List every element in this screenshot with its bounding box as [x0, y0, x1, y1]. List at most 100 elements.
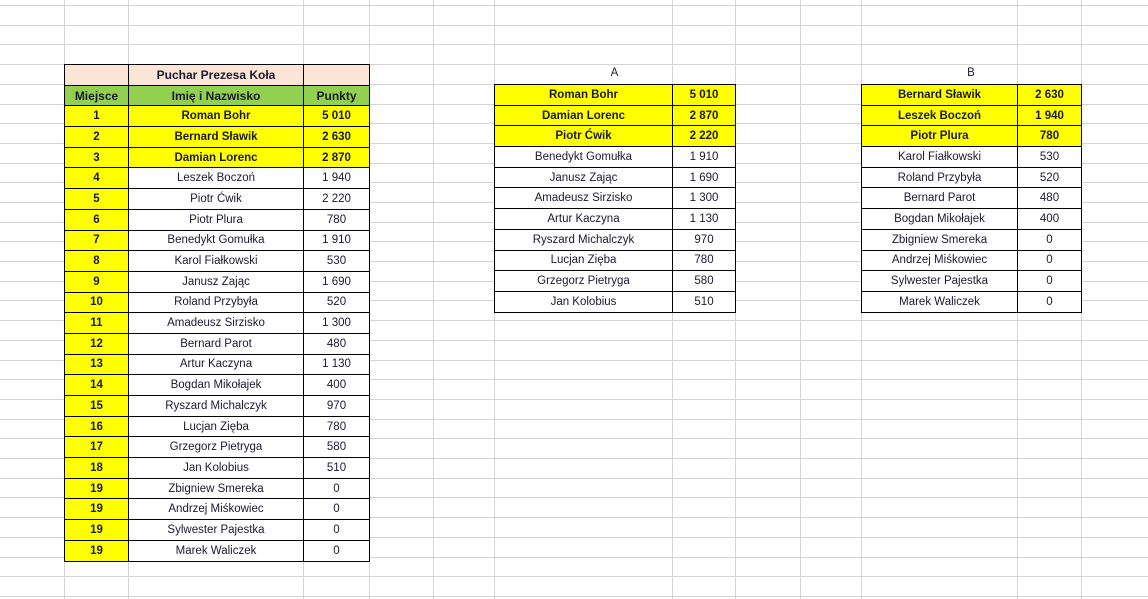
- cell-points: 0: [1017, 228, 1082, 251]
- table-row: Benedykt Gomułka 1 910: [494, 146, 736, 168]
- cell-name: Grzegorz Pietryga: [494, 270, 673, 292]
- cell-name: Bogdan Mikołajek: [861, 208, 1018, 230]
- table-row: 1 Roman Bohr 5 010: [64, 105, 370, 128]
- cell-points: 0: [1017, 270, 1082, 292]
- cell-name: Roman Bohr: [128, 105, 304, 128]
- cell-name: Damian Lorenc: [494, 104, 673, 127]
- table-row: 13 Artur Kaczyna 1 130: [64, 353, 370, 376]
- cell-place: 8: [64, 250, 129, 272]
- cell-name: Sylwester Pajestka: [861, 270, 1018, 292]
- cell-place: 5: [64, 188, 129, 210]
- cell-name: Bernard Sławik: [861, 84, 1018, 106]
- cell-points: 480: [1017, 187, 1082, 210]
- cell-points: 1 690: [303, 270, 370, 293]
- cell-points: 0: [303, 519, 370, 541]
- cell-points: 530: [1017, 146, 1082, 168]
- cell-name: Benedykt Gomułka: [494, 146, 673, 168]
- group-b-table: Bernard Sławik 2 630 Leszek Boczoń 1 940 Pio…: [861, 84, 1082, 313]
- column-header-name: Imię i Nazwisko: [128, 84, 304, 107]
- cell-points: 1 940: [1017, 104, 1082, 127]
- cell-place: 11: [64, 312, 129, 334]
- cell-points: 2 220: [672, 125, 736, 148]
- table-row: 8 Karol Fiałkowski 530: [64, 250, 370, 272]
- table-row: 14 Bogdan Mikołajek 400: [64, 374, 370, 396]
- cell-name: Jan Kolobius: [128, 457, 304, 479]
- cell-points: 1 940: [303, 167, 370, 190]
- cell-place: 16: [64, 415, 129, 438]
- cell-points: 0: [303, 477, 370, 500]
- table-row: Bernard Parot 480: [861, 187, 1082, 210]
- cell-name: Leszek Boczoń: [861, 104, 1018, 127]
- table-row: Jan Kolobius 510: [494, 290, 736, 313]
- table-row: 12 Bernard Parot 480: [64, 332, 370, 355]
- cell-place: 10: [64, 291, 129, 314]
- cell-place: 3: [64, 146, 129, 169]
- cell-points: 1 910: [672, 146, 736, 168]
- cell-points: 580: [672, 270, 736, 292]
- cell-name: Janusz Zając: [494, 166, 673, 189]
- table-header-row: Miejsce Imię i Nazwisko Punkty: [64, 84, 370, 107]
- cell-name: Piotr Plura: [861, 125, 1018, 148]
- table-row: Roman Bohr 5 010: [494, 84, 736, 106]
- group-a-label: A: [610, 67, 619, 79]
- cell-points: 2 630: [303, 126, 370, 148]
- title-spacer-cell: [64, 64, 129, 86]
- cell-points: 1 690: [672, 166, 736, 189]
- cell-points: 2 630: [1017, 84, 1082, 106]
- cell-points: 0: [1017, 249, 1082, 272]
- cell-place: 19: [64, 519, 129, 541]
- cell-points: 1 300: [303, 312, 370, 334]
- cell-place: 7: [64, 229, 129, 252]
- table-row: Artur Kaczyna 1 130: [494, 208, 736, 230]
- table-row: Bogdan Mikołajek 400: [861, 208, 1082, 230]
- main-ranking-table: Puchar Prezesa Koła Miejsce Imię i Nazwi…: [64, 64, 370, 562]
- cell-points: 0: [1017, 290, 1082, 313]
- cell-name: Leszek Boczoń: [128, 167, 304, 190]
- cell-points: 1 910: [303, 229, 370, 252]
- cell-name: Bogdan Mikołajek: [128, 374, 304, 396]
- cell-place: 13: [64, 353, 129, 376]
- cell-name: Piotr Ćwik: [494, 125, 673, 148]
- table-row: Leszek Boczoń 1 940: [861, 104, 1082, 127]
- cell-place: 14: [64, 374, 129, 396]
- cell-place: 17: [64, 436, 129, 459]
- cell-name: Damian Lorenc: [128, 146, 304, 169]
- cell-name: Ryszard Michalczyk: [494, 228, 673, 251]
- table-row: 19 Marek Waliczek 0: [64, 539, 370, 562]
- cell-name: Amadeusz Sirzisko: [494, 187, 673, 210]
- table-row: 10 Roland Przybyła 520: [64, 291, 370, 314]
- table-row: Bernard Sławik 2 630: [861, 84, 1082, 106]
- table-row: Karol Fiałkowski 530: [861, 146, 1082, 168]
- table-row: Zbigniew Smereka 0: [861, 228, 1082, 251]
- cell-points: 970: [672, 228, 736, 251]
- cell-points: 780: [303, 208, 370, 231]
- cell-name: Benedykt Gomułka: [128, 229, 304, 252]
- cell-name: Piotr Plura: [128, 208, 304, 231]
- cell-name: Bernard Parot: [861, 187, 1018, 210]
- table-row: 4 Leszek Boczoń 1 940: [64, 167, 370, 190]
- cell-points: 780: [1017, 125, 1082, 148]
- cell-name: Zbigniew Smereka: [861, 228, 1018, 251]
- cell-name: Amadeusz Sirzisko: [128, 312, 304, 334]
- table-row: Janusz Zając 1 690: [494, 166, 736, 189]
- cell-points: 1 130: [672, 208, 736, 230]
- table-row: 6 Piotr Plura 780: [64, 208, 370, 231]
- cell-points: 780: [672, 249, 736, 272]
- cell-place: 19: [64, 477, 129, 500]
- cell-name: Karol Fiałkowski: [861, 146, 1018, 168]
- title-trailing-cell: [303, 64, 370, 86]
- cell-name: Artur Kaczyna: [494, 208, 673, 230]
- cell-name: Zbigniew Smereka: [128, 477, 304, 500]
- cell-name: Lucjan Zięba: [128, 415, 304, 438]
- cell-points: 5 010: [672, 84, 736, 106]
- cell-points: 510: [672, 290, 736, 313]
- cell-name: Marek Waliczek: [128, 539, 304, 562]
- table-row: 3 Damian Lorenc 2 870: [64, 146, 370, 169]
- cell-name: Roland Przybyła: [128, 291, 304, 314]
- table-row: Andrzej Miśkowiec 0: [861, 249, 1082, 272]
- table-row: Roland Przybyła 520: [861, 166, 1082, 189]
- cell-place: 18: [64, 457, 129, 479]
- table-title-row: Puchar Prezesa Koła: [64, 64, 370, 86]
- group-b-label: B: [967, 67, 975, 79]
- cell-name: Roland Przybyła: [861, 166, 1018, 189]
